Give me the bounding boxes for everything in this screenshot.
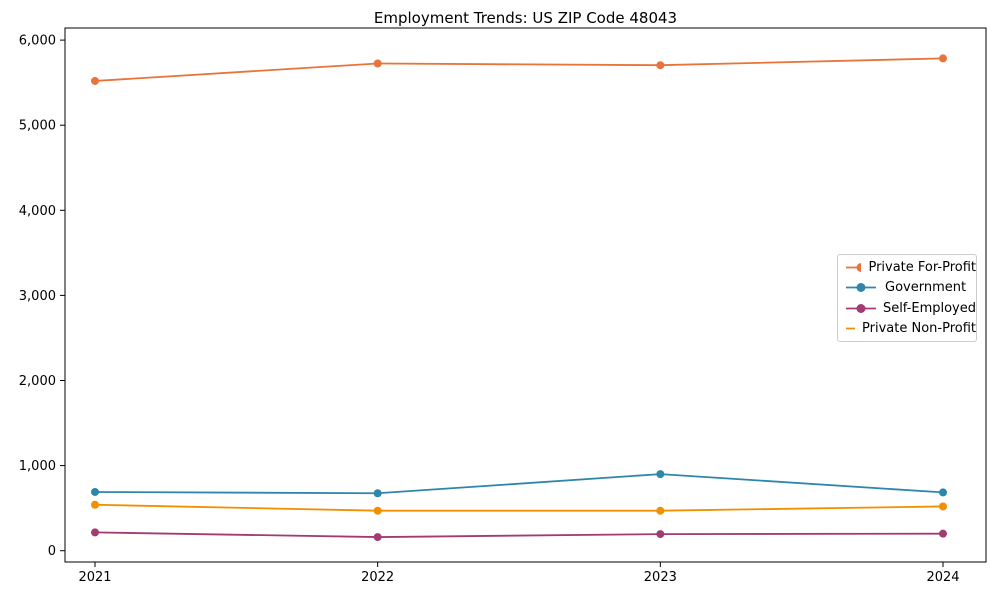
data-point-private-non-profit-2023 [656, 506, 665, 515]
legend-line-marker-icon [846, 303, 876, 313]
legend-label: Government [885, 280, 967, 296]
legend-line-marker-icon [846, 283, 876, 293]
data-point-self-employed-2022 [373, 533, 382, 542]
series-line-government [94, 473, 944, 495]
chart-legend: Private For-Profit Government Self-Employe… [837, 254, 977, 342]
x-tick-label: 2021 [78, 570, 111, 585]
series-line-private-for-profit [94, 57, 944, 82]
x-tick-label: 2024 [926, 570, 959, 585]
data-point-private-non-profit-2024 [939, 502, 948, 511]
data-point-government-2022 [373, 489, 382, 498]
data-point-private-for-profit-2022 [373, 59, 382, 68]
y-tick-label: 4,000 [19, 204, 56, 219]
chart-title: Employment Trends: US ZIP Code 48043 [373, 9, 678, 27]
y-tick-label: 1,000 [19, 459, 56, 474]
legend-label: Private For-Profit [868, 259, 976, 275]
legend-label: Private Non-Profit [862, 321, 976, 337]
data-point-private-non-profit-2021 [91, 500, 99, 509]
series-line-self-employed [94, 531, 944, 538]
legend-item-self-employed: Self-Employed [845, 298, 976, 318]
y-tick-label: 0 [48, 544, 56, 559]
y-tick-label: 5,000 [19, 119, 56, 134]
y-tick-label: 2,000 [19, 374, 56, 389]
data-point-private-non-profit-2022 [373, 506, 382, 515]
legend-item-private-for-profit: Private For-Profit [845, 257, 976, 277]
legend-item-government: Government [845, 278, 976, 298]
data-point-self-employed-2021 [91, 528, 99, 537]
legend-item-private-non-profit: Private Non-Profit [845, 319, 976, 339]
data-point-government-2023 [656, 470, 665, 479]
x-tick-label: 2022 [361, 570, 394, 585]
data-point-self-employed-2024 [939, 529, 948, 538]
data-point-private-for-profit-2024 [939, 54, 948, 63]
data-point-private-for-profit-2021 [91, 76, 99, 85]
legend-line-marker-icon [846, 327, 856, 330]
y-tick-label: 3,000 [19, 289, 56, 304]
data-point-private-for-profit-2023 [656, 61, 665, 70]
data-point-government-2024 [939, 488, 948, 497]
legend-label: Self-Employed [882, 300, 976, 316]
data-point-government-2021 [91, 487, 99, 496]
y-tick-label: 6,000 [19, 34, 56, 49]
legend-line-marker-icon [846, 262, 862, 272]
data-point-self-employed-2023 [656, 530, 665, 539]
x-tick-label: 2023 [644, 570, 677, 585]
series-line-private-non-profit [94, 503, 944, 512]
